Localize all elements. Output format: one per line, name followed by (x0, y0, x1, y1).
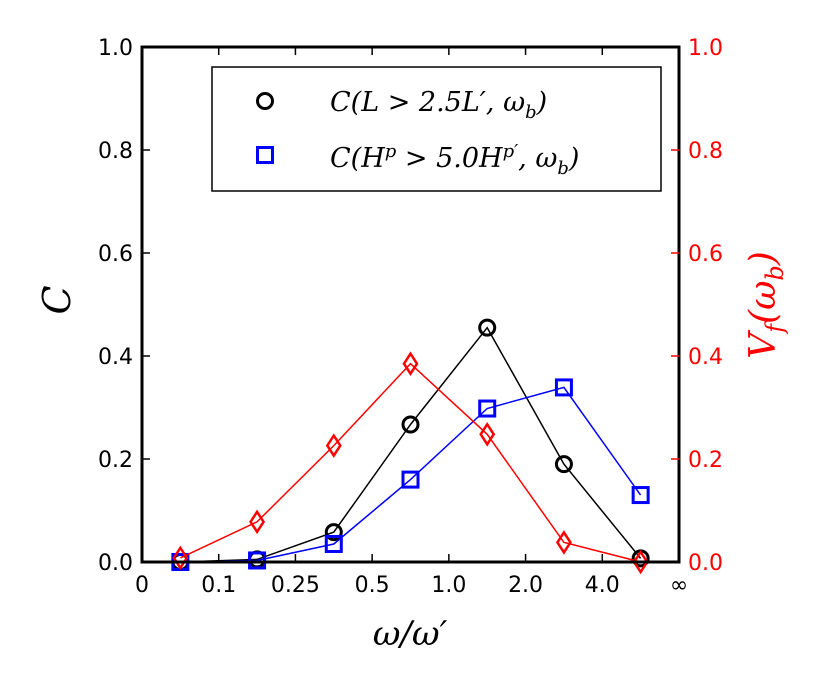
series-0-line (180, 326, 642, 563)
legend: C(L > 2.5L′, ωb) C(Hp > 5.0Hp′, ωb) (211, 66, 662, 192)
y-right-tick-label: 0.0 (688, 551, 723, 576)
y-right-tick-label: 1.0 (688, 36, 723, 61)
y-right-tick-label: 0.8 (688, 139, 723, 164)
y-left-tick-label: 1.0 (98, 36, 133, 61)
x-tick-label: 2.0 (508, 573, 543, 598)
series-1-point (478, 399, 497, 418)
y-right-tick-label: 0.2 (688, 448, 723, 473)
legend-marker-circle (256, 92, 274, 110)
series-2-point (479, 421, 496, 447)
series-1-point (324, 534, 343, 553)
x-tick-label: 0.1 (201, 573, 236, 598)
x-tick-label: 0.25 (271, 573, 320, 598)
y-axis-left-title: C (35, 285, 79, 314)
y-right-tick-label: 0.6 (688, 242, 723, 267)
series-1-point (248, 551, 267, 570)
series-2-point (555, 530, 572, 555)
y-axis-right-title: Vf(ωb) (743, 251, 789, 359)
legend-frame (211, 66, 662, 192)
x-tick-label: 0 (135, 573, 149, 598)
y-left-tick-label: 0.4 (98, 345, 133, 370)
series-2-point (325, 433, 342, 458)
legend-entry-2-label: C(Hp > 5.0Hp′, ωb) (330, 141, 579, 179)
y-left-tick-label: 0.6 (98, 242, 133, 267)
series-1-point (631, 486, 650, 505)
series-1-point (401, 470, 420, 489)
x-tick-label: 1.0 (431, 573, 466, 598)
series-2-point (632, 549, 649, 575)
series-0-point (324, 523, 343, 542)
series-0-point (401, 415, 420, 434)
y-left-tick-label: 0.8 (98, 139, 133, 164)
y-right-tick-label: 0.4 (688, 345, 723, 370)
series-2-point (402, 351, 419, 377)
x-axis-title: ω/ω′ (373, 614, 448, 654)
plot-frame (140, 45, 681, 564)
series-2-line (180, 362, 641, 563)
y-left-tick-label: 0.0 (98, 551, 133, 576)
series-2-point (249, 509, 266, 535)
axis-ticks: 0 0.1 0.25 0.5 1.0 2.0 4.0 ∞0.00.20.40.60.81.00… (98, 36, 723, 598)
x-tick-label: 4.0 (585, 573, 620, 598)
series-0-point (554, 455, 573, 474)
x-tick-label: ∞ (670, 573, 688, 598)
legend-marker-square (256, 146, 274, 164)
x-tick-label: 0.5 (355, 573, 390, 598)
series-1-point (554, 378, 573, 397)
series-2-point (172, 545, 189, 571)
y-left-tick-label: 0.2 (98, 448, 133, 473)
legend-entry-1-label: C(L > 2.5L′, ωb) (330, 87, 547, 123)
series-0-point (478, 318, 497, 337)
chart-marks (171, 318, 650, 575)
